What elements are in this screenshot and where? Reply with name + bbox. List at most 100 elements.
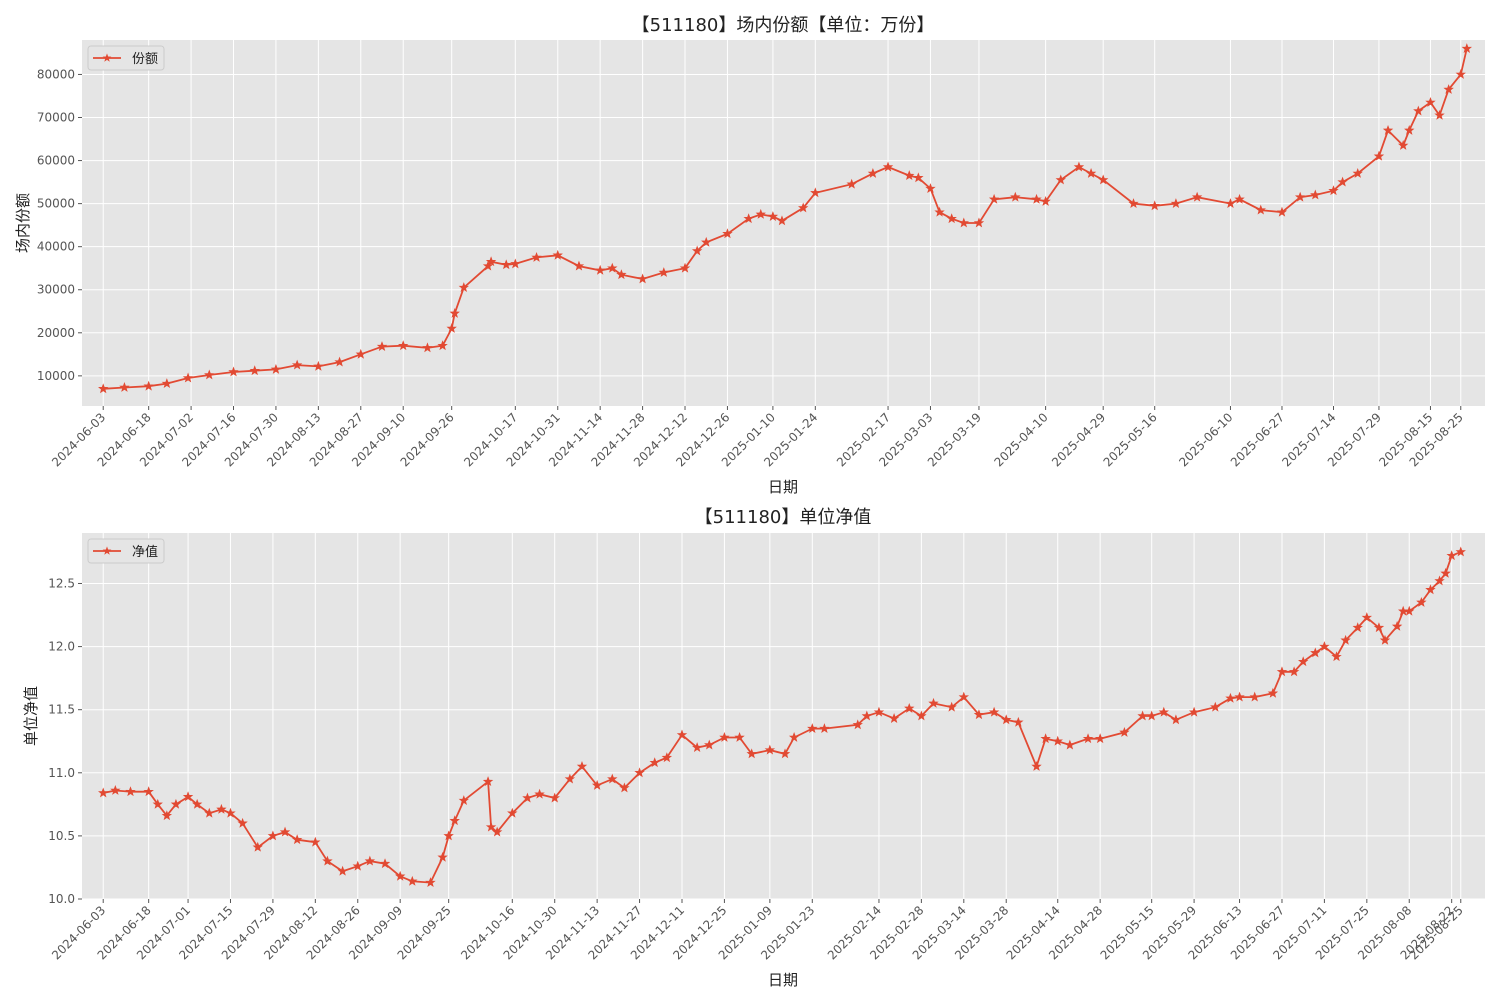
data-point — [531, 251, 542, 262]
data-point — [1255, 204, 1266, 215]
data-point — [619, 782, 630, 793]
x-tick-label: 2025-05-16 — [1101, 410, 1160, 469]
data-point — [1267, 687, 1279, 698]
data-point — [522, 792, 533, 803]
x-axis-label: 日期 — [768, 478, 798, 496]
x-axis-label: 日期 — [768, 971, 798, 989]
data-point — [485, 256, 497, 267]
data-point — [119, 382, 130, 392]
legend: 净值 — [87, 538, 165, 564]
x-tick-label: 2025-06-27 — [1228, 410, 1287, 469]
data-point — [98, 787, 109, 798]
y-tick-label: 11.5 — [48, 703, 75, 717]
data-point — [1085, 168, 1097, 178]
data-point — [152, 798, 163, 809]
data-point — [1146, 710, 1157, 721]
data-point — [1310, 647, 1321, 658]
data-point — [1031, 193, 1042, 204]
data-point — [1337, 176, 1348, 187]
y-tick-label: 40000 — [37, 240, 75, 254]
series-line — [103, 551, 1462, 884]
data-point — [1052, 735, 1063, 746]
data-point — [1040, 196, 1051, 206]
data-point — [888, 713, 900, 723]
data-point — [649, 757, 660, 768]
data-point — [1352, 622, 1363, 633]
data-point — [946, 213, 957, 224]
data-point — [143, 786, 154, 797]
y-tick-label: 60000 — [37, 154, 75, 168]
data-point — [679, 262, 691, 273]
data-point — [249, 365, 260, 376]
data-point — [449, 815, 460, 826]
data-point — [1352, 168, 1363, 178]
y-tick-label: 12.0 — [48, 640, 75, 654]
data-point — [422, 342, 433, 353]
y-tick-label: 70000 — [37, 111, 75, 125]
data-point — [1382, 124, 1394, 135]
data-point — [607, 773, 618, 784]
data-point — [310, 836, 321, 847]
data-point — [1276, 206, 1288, 217]
data-point — [676, 729, 688, 740]
data-point — [704, 739, 715, 750]
data-point — [913, 172, 924, 183]
data-point — [1319, 641, 1330, 652]
data-point — [1098, 174, 1109, 185]
data-point — [1425, 584, 1436, 595]
data-point — [446, 323, 457, 333]
data-point — [1440, 567, 1451, 578]
chart-title: 【511180】单位净值 — [695, 507, 872, 528]
data-point — [182, 372, 194, 383]
data-point — [755, 208, 766, 219]
data-point — [988, 193, 1000, 204]
data-point — [1404, 124, 1415, 135]
data-point — [1119, 726, 1130, 737]
data-point — [1297, 656, 1309, 667]
data-point — [861, 710, 873, 721]
data-point — [1455, 68, 1466, 79]
data-point — [161, 378, 173, 389]
share-chart: 2024-06-032024-06-182024-07-022024-07-16… — [14, 15, 1485, 496]
data-point — [1170, 198, 1182, 209]
data-point — [1446, 550, 1457, 561]
data-point — [482, 776, 494, 787]
data-point — [313, 360, 324, 371]
data-point — [1288, 666, 1300, 677]
data-point — [1191, 191, 1203, 202]
x-tick-label: 2025-04-10 — [992, 410, 1051, 469]
legend: 份额 — [87, 45, 165, 71]
data-point — [1234, 691, 1245, 702]
data-point — [1455, 546, 1466, 557]
data-point — [767, 211, 779, 221]
data-point — [337, 865, 348, 876]
x-tick-label: 2025-08-25 — [1407, 903, 1466, 962]
data-point — [1170, 714, 1182, 725]
data-point — [1040, 733, 1051, 744]
data-point — [552, 249, 563, 260]
data-point — [925, 183, 936, 193]
data-point — [1379, 634, 1391, 645]
data-point — [1294, 191, 1306, 202]
data-point — [946, 701, 957, 712]
legend-label: 净值 — [132, 544, 158, 560]
data-point — [485, 821, 497, 832]
data-point — [1073, 161, 1085, 172]
data-point — [1413, 105, 1424, 116]
y-tick-label: 10.0 — [48, 892, 75, 906]
data-point — [237, 817, 248, 828]
data-point — [437, 340, 448, 351]
data-point — [322, 855, 333, 866]
data-point — [634, 767, 645, 778]
data-point — [1094, 733, 1106, 744]
data-point — [191, 798, 203, 809]
data-point — [394, 870, 406, 881]
data-point — [1128, 198, 1139, 209]
y-tick-label: 80000 — [37, 67, 75, 81]
data-point — [225, 807, 236, 818]
data-point — [1055, 174, 1066, 185]
data-point — [1373, 622, 1385, 633]
chart-title: 【511180】场内份额【单位：万份】 — [632, 15, 935, 36]
data-point — [437, 851, 448, 862]
data-point — [691, 742, 703, 752]
